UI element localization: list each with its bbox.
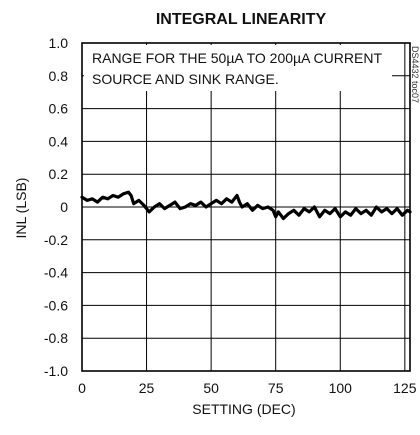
inl-series-line	[80, 190, 412, 221]
y-tick-label: -0.6	[44, 297, 68, 313]
annotation-line-1: RANGE FOR THE 50µA TO 200µA CURRENT	[92, 50, 382, 66]
x-tick-label: 125	[393, 380, 417, 396]
figure-code: DS4432 toc07	[410, 46, 420, 103]
chart-title: INTEGRAL LINEARITY	[156, 11, 327, 28]
y-tick-label: 0.4	[49, 133, 69, 149]
y-tick-label: 0.6	[49, 101, 69, 117]
plot-area	[81, 42, 411, 372]
x-tick-label: 0	[78, 380, 86, 396]
y-tick-label: -0.4	[44, 265, 68, 281]
x-axis-ticks: 0 25 50 75 100 125	[78, 380, 417, 396]
y-tick-label: -0.2	[44, 232, 68, 248]
x-tick-label: 25	[139, 380, 155, 396]
y-tick-label: 0.2	[49, 166, 69, 182]
x-tick-label: 50	[203, 380, 219, 396]
gridlines	[81, 42, 410, 372]
y-tick-label: 0	[60, 199, 68, 215]
y-tick-label: 0.8	[49, 68, 69, 84]
x-axis-label: SETTING (DEC)	[192, 401, 295, 417]
y-tick-label: 1.0	[49, 35, 69, 51]
y-tick-label: -0.8	[44, 330, 68, 346]
y-tick-label: -1.0	[44, 363, 68, 379]
annotation-line-2: SOURCE AND SINK RANGE.	[92, 71, 279, 87]
x-tick-label: 75	[268, 380, 284, 396]
x-tick-label: 100	[329, 380, 353, 396]
y-axis-label: INL (LSB)	[13, 178, 29, 239]
annotation-background	[84, 45, 392, 91]
y-axis-ticks: 1.0 0.8 0.6 0.4 0.2 0 -0.2 -0.4 -0.6 -0.8 -1.0	[44, 35, 68, 379]
